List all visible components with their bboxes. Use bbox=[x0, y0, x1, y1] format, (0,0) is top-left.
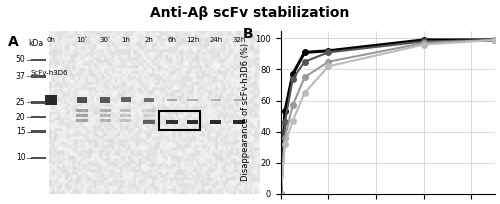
Bar bbox=[159, 111, 200, 130]
Bar bbox=[188, 99, 198, 101]
Y-axis label: Disappearance of scFv-h3D6 (%): Disappearance of scFv-h3D6 (%) bbox=[241, 43, 250, 181]
Bar bbox=[30, 75, 46, 78]
Bar bbox=[100, 97, 110, 103]
Bar bbox=[144, 120, 154, 124]
Bar bbox=[76, 114, 88, 117]
Bar bbox=[233, 120, 244, 124]
Text: 10: 10 bbox=[16, 153, 26, 162]
Bar bbox=[30, 131, 46, 133]
Text: 6h: 6h bbox=[168, 37, 176, 43]
Text: 1h: 1h bbox=[122, 37, 130, 43]
Bar bbox=[210, 120, 222, 124]
Text: 12h: 12h bbox=[186, 37, 200, 43]
Bar bbox=[144, 119, 154, 122]
Bar bbox=[45, 95, 58, 105]
Bar bbox=[167, 99, 177, 101]
Text: 50: 50 bbox=[16, 55, 26, 64]
Text: 0h: 0h bbox=[47, 37, 56, 43]
Bar bbox=[77, 97, 87, 103]
Text: kDa: kDa bbox=[28, 39, 44, 48]
Text: 37: 37 bbox=[16, 72, 26, 81]
Text: 25: 25 bbox=[16, 98, 26, 107]
Bar bbox=[100, 119, 111, 122]
Text: 32h: 32h bbox=[232, 37, 245, 43]
Bar bbox=[166, 120, 177, 124]
Text: B: B bbox=[242, 27, 253, 41]
Text: ScFv-h3D6: ScFv-h3D6 bbox=[30, 70, 68, 76]
Text: 15: 15 bbox=[16, 127, 26, 136]
Text: A: A bbox=[8, 35, 18, 50]
Bar bbox=[144, 114, 154, 117]
Text: 20: 20 bbox=[16, 113, 26, 122]
Bar bbox=[30, 157, 46, 159]
Bar bbox=[100, 114, 111, 117]
Bar bbox=[210, 99, 221, 101]
Bar bbox=[187, 120, 198, 124]
Bar bbox=[30, 116, 46, 118]
Bar bbox=[120, 119, 132, 122]
Bar bbox=[120, 114, 132, 117]
Bar bbox=[120, 98, 131, 102]
Bar bbox=[30, 101, 46, 104]
Bar bbox=[30, 59, 46, 61]
Bar bbox=[76, 119, 88, 122]
Bar bbox=[120, 109, 132, 112]
Text: 2h: 2h bbox=[144, 37, 154, 43]
Text: Anti-Aβ scFv stabilization: Anti-Aβ scFv stabilization bbox=[150, 6, 350, 20]
Bar bbox=[76, 109, 88, 112]
Text: 10ʹ: 10ʹ bbox=[76, 37, 88, 43]
Bar bbox=[144, 109, 154, 112]
Text: 24h: 24h bbox=[209, 37, 222, 43]
Bar bbox=[100, 109, 111, 112]
Bar bbox=[144, 98, 154, 102]
Text: 30ʹ: 30ʹ bbox=[100, 37, 110, 43]
Bar bbox=[234, 99, 244, 101]
